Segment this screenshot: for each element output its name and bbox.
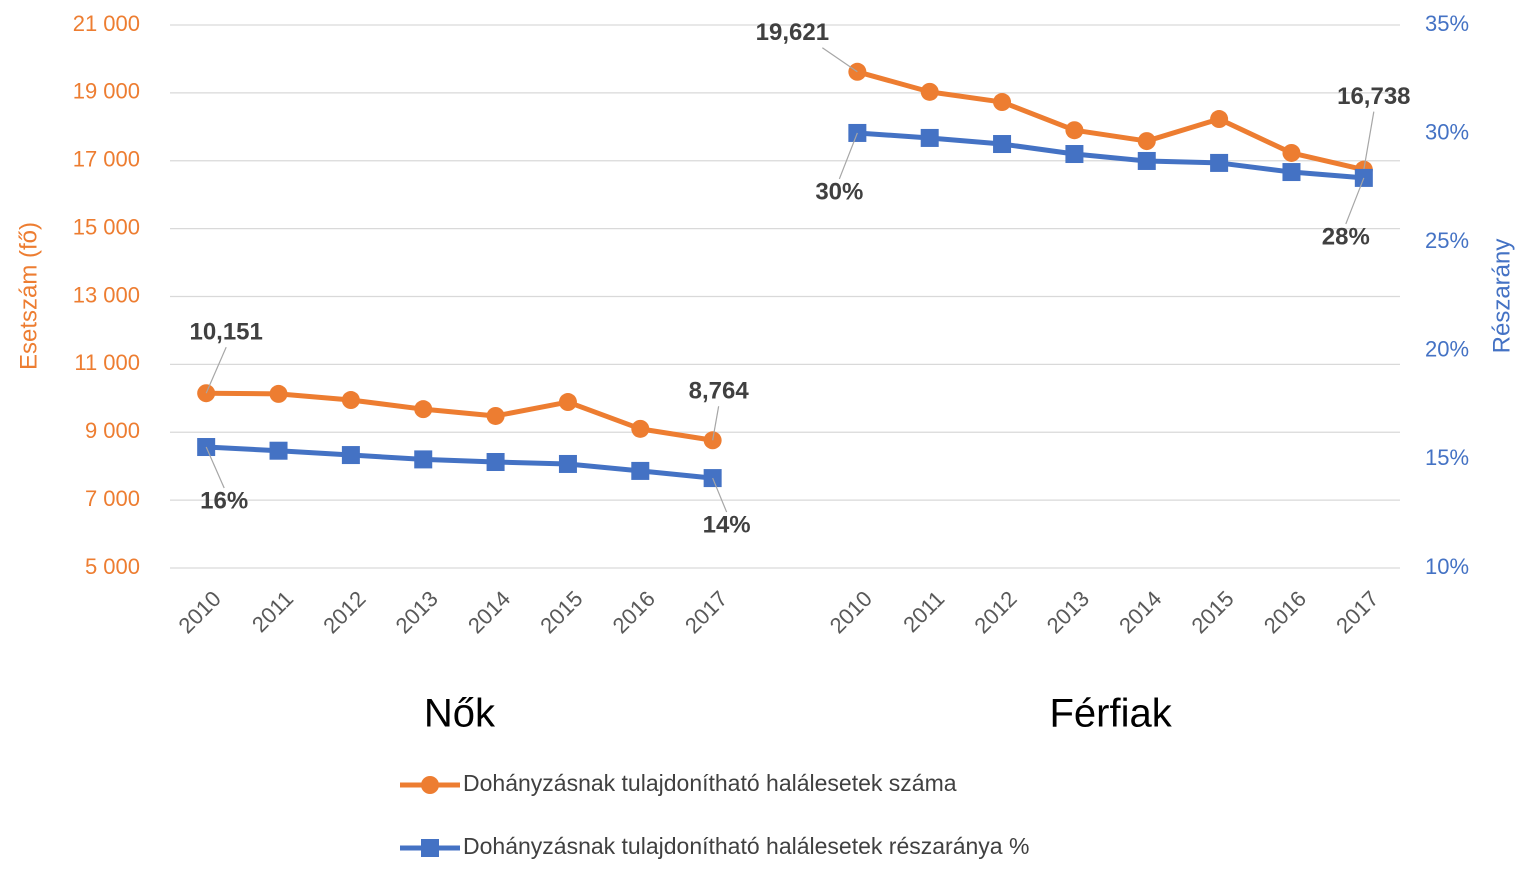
- data-label: 10,151: [189, 319, 262, 346]
- y-tick-label: 17 000: [73, 147, 140, 172]
- data-label: 16,738: [1337, 83, 1410, 110]
- marker: [414, 400, 433, 419]
- y-tick-label: 19 000: [73, 79, 140, 104]
- data-label: 19,621: [756, 19, 829, 46]
- marker: [1137, 132, 1156, 151]
- leader-line: [712, 406, 720, 441]
- x-tick-label: 2011: [247, 586, 298, 637]
- x-tick-label: 2012: [969, 586, 1021, 638]
- marker: [486, 453, 505, 472]
- x-tick-label: 2010: [174, 586, 226, 638]
- x-tick-label: 2017: [680, 586, 732, 638]
- marker: [558, 393, 577, 412]
- data-label: 8,764: [689, 378, 750, 405]
- x-tick-label: 2014: [463, 586, 515, 638]
- marker: [993, 135, 1012, 154]
- y2-axis-title: Részarány: [1488, 239, 1515, 354]
- x-tick-label: 2010: [825, 586, 877, 638]
- marker: [1210, 110, 1229, 129]
- legend-marker: [421, 776, 439, 794]
- marker: [486, 406, 505, 425]
- marker: [920, 128, 939, 147]
- y-tick-label: 21 000: [73, 11, 140, 36]
- marker: [269, 384, 288, 403]
- x-tick-label: 2013: [391, 586, 443, 638]
- y-axis-title: Esetszám (fő): [15, 222, 42, 370]
- leader-line: [1345, 177, 1365, 225]
- x-tick-label: 2014: [1114, 586, 1166, 638]
- leader-line: [822, 47, 858, 73]
- marker: [341, 391, 360, 410]
- data-label: 28%: [1322, 223, 1370, 250]
- series-line: [206, 69, 1365, 443]
- marker: [269, 441, 288, 460]
- x-tick-label: 2017: [1331, 586, 1383, 638]
- y-tick-label: 15 000: [73, 214, 140, 239]
- leader-line: [712, 477, 728, 513]
- marker: [1065, 145, 1084, 164]
- series-line: [206, 130, 1365, 481]
- leader-line: [205, 446, 225, 489]
- marker: [558, 454, 577, 473]
- y2-tick-label: 15%: [1425, 445, 1469, 470]
- y2-tick-label: 35%: [1425, 11, 1469, 36]
- x-tick-label: 2013: [1042, 586, 1094, 638]
- group-label: Férfiak: [1049, 692, 1172, 736]
- x-tick-label: 2015: [1186, 586, 1238, 638]
- x-tick-label: 2012: [318, 586, 370, 638]
- leader-line: [205, 346, 227, 394]
- leader-line: [1363, 111, 1375, 170]
- marker: [1065, 121, 1084, 140]
- y-tick-label: 11 000: [74, 350, 140, 375]
- y-tick-label: 7 000: [85, 486, 140, 511]
- x-tick-label: 2011: [898, 586, 949, 637]
- data-label: 16%: [200, 487, 248, 514]
- x-tick-label: 2015: [535, 586, 587, 638]
- marker: [993, 93, 1012, 112]
- legend-marker: [421, 839, 439, 857]
- data-label: 14%: [703, 511, 751, 538]
- leader-line: [838, 132, 858, 180]
- marker: [631, 461, 650, 480]
- marker: [1210, 153, 1229, 172]
- legend-label: Dohányzásnak tulajdonítható halálesetek …: [463, 770, 957, 796]
- y-tick-label: 13 000: [73, 282, 140, 307]
- marker: [414, 450, 433, 469]
- legend-label: Dohányzásnak tulajdonítható halálesetek …: [463, 833, 1029, 859]
- x-tick-label: 2016: [1259, 586, 1311, 638]
- y-tick-label: 5 000: [85, 554, 140, 579]
- y2-tick-label: 25%: [1425, 228, 1469, 253]
- data-label: 30%: [815, 178, 863, 205]
- marker: [1137, 151, 1156, 170]
- y2-tick-label: 30%: [1425, 119, 1469, 144]
- marker: [631, 419, 650, 438]
- marker: [1282, 143, 1301, 162]
- y2-tick-label: 10%: [1425, 554, 1469, 579]
- group-label: Nők: [424, 692, 496, 736]
- x-tick-label: 2016: [608, 586, 660, 638]
- marker: [341, 446, 360, 465]
- y-tick-label: 9 000: [85, 418, 140, 443]
- marker: [1282, 163, 1301, 182]
- marker: [920, 82, 939, 101]
- y2-tick-label: 20%: [1425, 337, 1469, 362]
